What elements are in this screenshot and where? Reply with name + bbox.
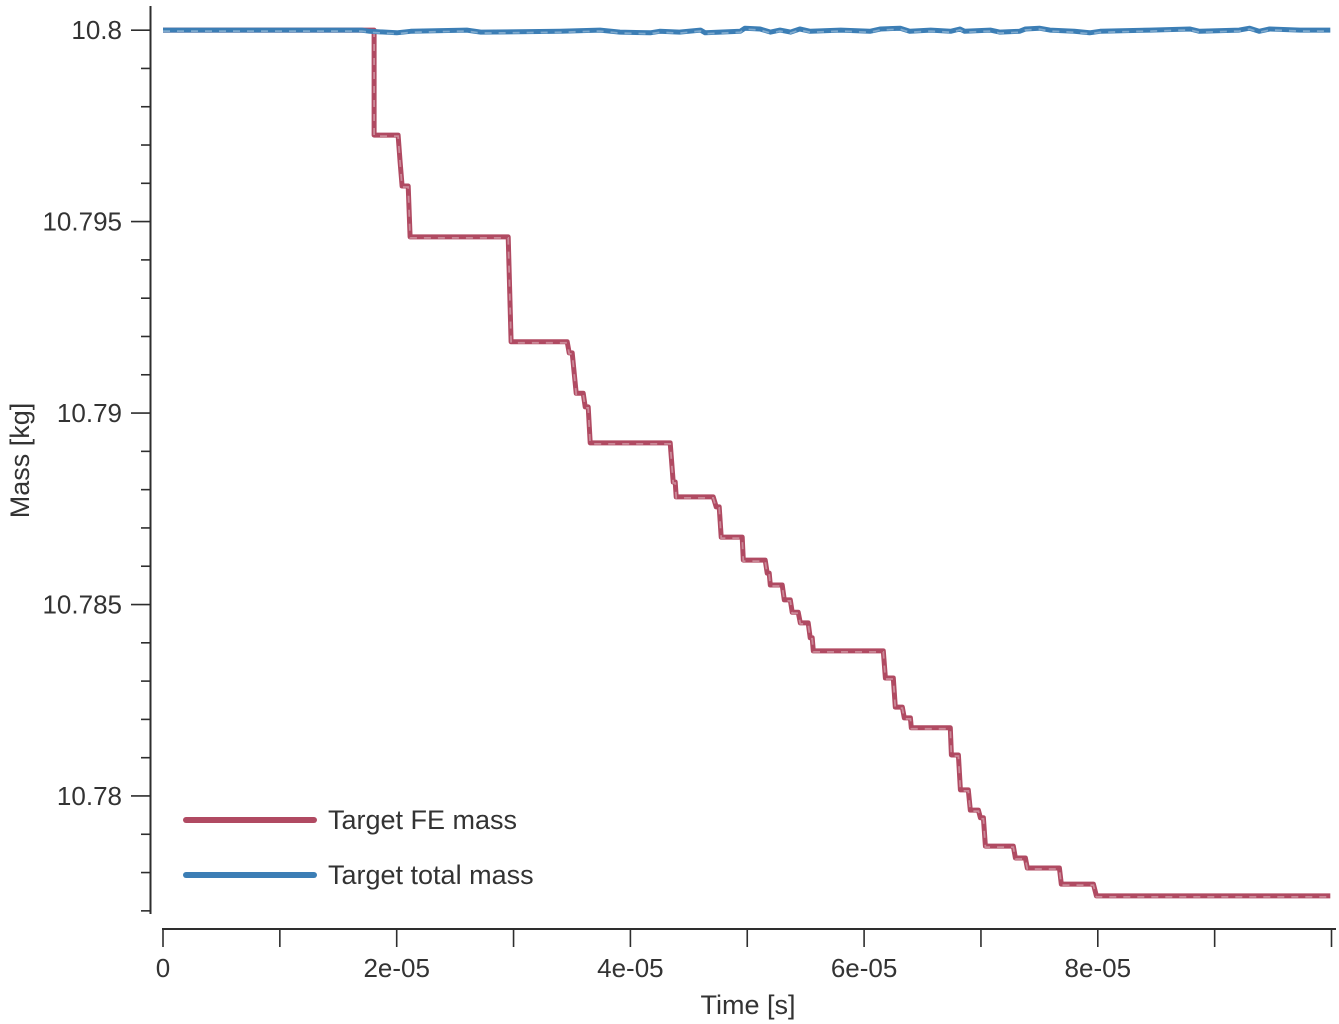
- x-tick-label: 0: [156, 953, 170, 983]
- x-tick-label: 8e-05: [1065, 953, 1132, 983]
- series-line-blue: [163, 25, 1331, 36]
- x-tick-label: 4e-05: [597, 953, 664, 983]
- y-tick-label: 10.79: [57, 398, 122, 428]
- x-tick-label: 2e-05: [363, 953, 430, 983]
- series-line-dash-overlay: [163, 30, 1331, 898]
- series-line-red: [163, 27, 1331, 899]
- series-line-dash-overlay: [163, 28, 1331, 35]
- legend: Target FE mass Target total mass: [183, 804, 534, 890]
- y-axis-title: Mass [kg]: [5, 402, 35, 519]
- legend-item-target-fe-mass[interactable]: Target FE mass: [183, 804, 534, 835]
- y-tick-label: 10.8: [71, 15, 122, 45]
- legend-item-target-total-mass[interactable]: Target total mass: [183, 859, 534, 890]
- x-axis-title: Time [s]: [700, 990, 796, 1020]
- legend-label: Target total mass: [328, 859, 534, 890]
- legend-line-swatch-red: [183, 817, 317, 823]
- x-tick-label: 6e-05: [831, 953, 898, 983]
- y-tick-label: 10.785: [42, 590, 122, 620]
- y-tick-label: 10.78: [57, 781, 122, 811]
- legend-line-swatch-blue: [183, 872, 317, 878]
- y-tick-label: 10.795: [42, 207, 122, 237]
- legend-label: Target FE mass: [328, 804, 518, 835]
